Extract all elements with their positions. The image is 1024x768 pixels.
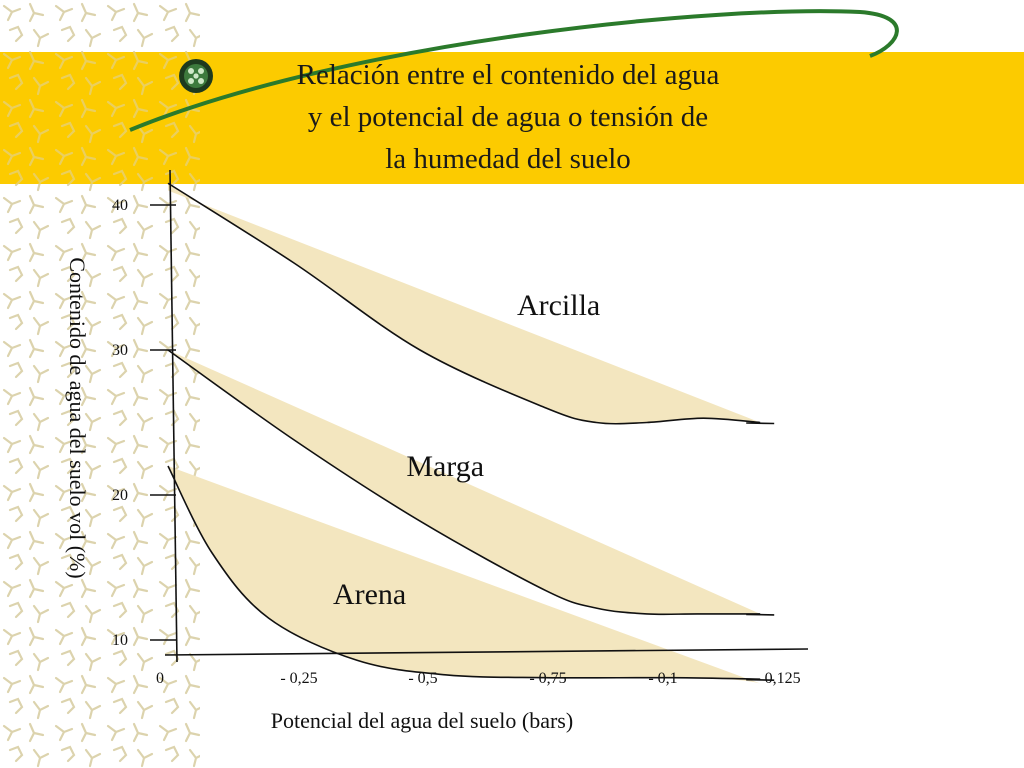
y-tick-label: 40 [112, 197, 128, 214]
banner-pattern-overlay [0, 52, 200, 184]
band-marga [168, 350, 761, 615]
y-ticks: 40 30 20 10 [112, 197, 176, 649]
curve-arena [167, 465, 761, 680]
curve-end-marga [746, 613, 775, 616]
y-axis-line [169, 169, 178, 663]
band-arena [168, 466, 761, 684]
title-line-2: y el potencial de agua o tensión de [308, 101, 708, 133]
region-labels: Arcilla Marga Arena [333, 289, 600, 611]
green-swoosh-decoration [129, 9, 899, 132]
x-axis-line [164, 648, 809, 656]
x-ticks: 0 - 0,25 - 0,5 - 0,75 - 0,1 - 0,125 [156, 670, 801, 687]
curve-arcilla [167, 182, 761, 425]
x-axis-title: Potencial del agua del suelo (bars) [271, 708, 573, 733]
y-tick-label: 10 [112, 632, 128, 649]
x-tick-label: - 0,125 [755, 670, 800, 687]
slide-title: Relación entre el contenido del agua y e… [297, 59, 720, 175]
title-line-3: la humedad del suelo [385, 143, 631, 175]
curve-end-arcilla [746, 422, 775, 425]
texture-bands [168, 183, 761, 684]
x-tick-label: - 0,5 [408, 670, 437, 687]
curve-marga [167, 349, 761, 616]
x-tick-label: - 0,1 [648, 670, 677, 687]
retention-curves [167, 182, 775, 681]
y-tick-label: 20 [112, 487, 128, 504]
region-label-arena: Arena [333, 578, 406, 611]
x-tick-label: 0 [156, 670, 164, 687]
region-label-marga: Marga [406, 450, 484, 483]
x-tick-label: - 0,75 [529, 670, 566, 687]
x-tick-label: - 0,25 [280, 670, 317, 687]
y-tick-label: 30 [112, 342, 128, 359]
band-arcilla [168, 183, 761, 424]
curve-end-arena [746, 678, 775, 681]
y-axis-title: Contenido de agua del suelo vol (%) [65, 257, 90, 578]
bullet-icon [179, 59, 213, 93]
region-label-arcilla: Arcilla [517, 289, 600, 322]
title-line-1: Relación entre el contenido del agua [297, 59, 720, 91]
